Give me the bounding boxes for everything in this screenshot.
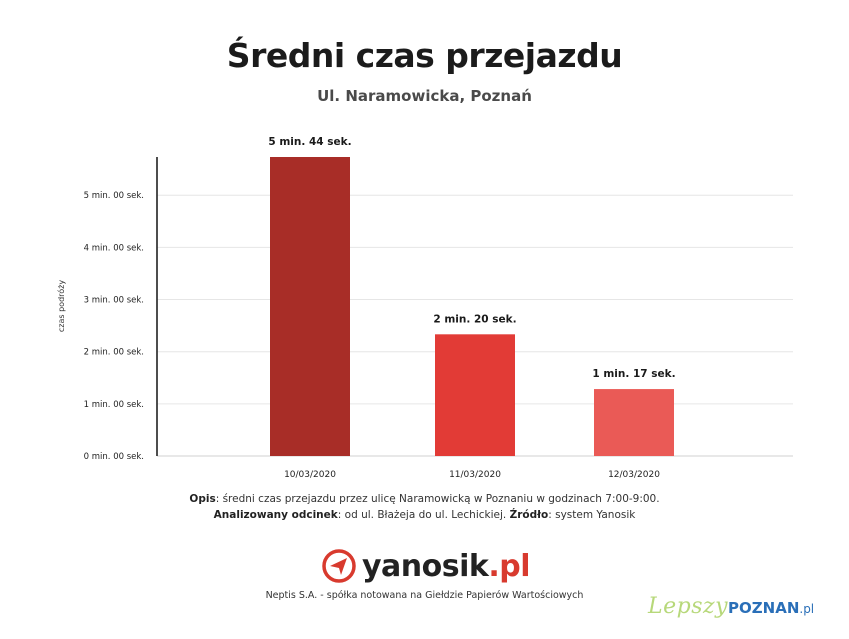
logo-wordmark: yanosik.pl	[362, 548, 531, 584]
data-label: 1 min. 17 sek.	[592, 368, 675, 380]
source-text: : system Yanosik	[548, 509, 636, 521]
description-text: : średni czas przejazdu przez ulicę Nara…	[215, 493, 660, 505]
chart-title: Średni czas przejazdu	[226, 36, 623, 75]
y-tick-label: 5 min. 00 sek.	[84, 191, 144, 201]
y-tick-label: 1 min. 00 sek.	[84, 400, 144, 410]
bar	[270, 157, 350, 456]
y-tick-label: 3 min. 00 sek.	[84, 296, 144, 306]
y-tick-label: 0 min. 00 sek.	[84, 452, 144, 462]
x-tick-label: 12/03/2020	[608, 470, 660, 480]
y-tick-label: 2 min. 00 sek.	[84, 348, 144, 358]
description-line-1: Opis: średni czas przejazdu przez ulicę …	[0, 493, 849, 505]
watermark-part-2: POZNAN	[728, 599, 800, 617]
description-line-2: Analizowany odcinek: od ul. Błażeja do u…	[0, 509, 849, 521]
bars	[270, 157, 674, 456]
description-label: Opis	[189, 493, 216, 505]
y-tick-label: 4 min. 00 sek.	[84, 243, 144, 253]
bar-chart: 0 min. 00 sek. 1 min. 00 sek. 2 min. 00 se…	[56, 136, 793, 480]
watermark-part-3: .pl	[799, 602, 815, 616]
lepszy-poznan-watermark: Lepszy POZNAN .pl	[648, 594, 814, 634]
bar	[435, 334, 515, 456]
data-label: 2 min. 20 sek.	[433, 313, 516, 325]
footer-note: Neptis S.A. - spółka notowana na Giełdzi…	[265, 590, 584, 601]
x-tick-label: 10/03/2020	[284, 470, 336, 480]
chart-subtitle: Ul. Naramowicka, Poznań	[317, 87, 532, 105]
yanosik-logo: yanosik.pl	[322, 546, 531, 586]
yanosik-logo-icon	[322, 549, 356, 583]
segment-text: : od ul. Błażeja do ul. Lechickiej.	[337, 509, 510, 521]
source-label: Źródło	[509, 509, 549, 521]
watermark-part-1: Lepszy	[648, 594, 729, 619]
logo-name: yanosik	[362, 548, 489, 584]
segment-label: Analizowany odcinek	[213, 509, 338, 521]
bar	[594, 389, 674, 456]
labels: 0 min. 00 sek. 1 min. 00 sek. 2 min. 00 se…	[84, 136, 676, 480]
x-tick-label: 11/03/2020	[449, 470, 501, 480]
data-label: 5 min. 44 sek.	[268, 136, 351, 148]
y-axis-label: czas podróży	[56, 280, 66, 332]
logo-suffix: .pl	[488, 548, 531, 584]
